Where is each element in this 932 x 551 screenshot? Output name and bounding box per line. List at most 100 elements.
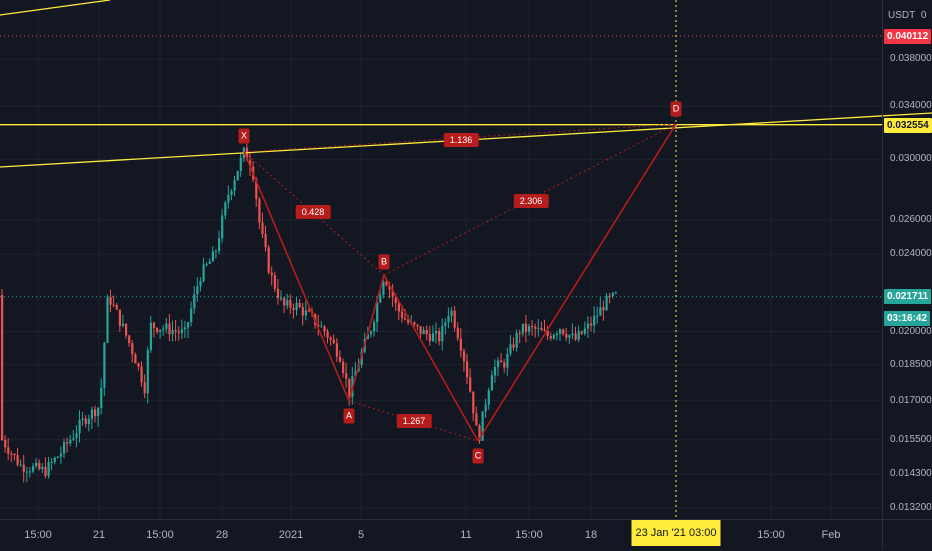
ratio-xd: 1.136 bbox=[443, 133, 479, 147]
candle-body bbox=[512, 344, 515, 348]
price-tick-label: 0.013200 bbox=[890, 502, 932, 513]
candle-body bbox=[469, 377, 472, 392]
candle-body bbox=[208, 261, 211, 264]
candle-body bbox=[90, 409, 94, 419]
candle-body bbox=[435, 330, 438, 334]
candle-body bbox=[348, 378, 351, 397]
candle-body bbox=[487, 390, 490, 405]
pattern-point-b[interactable]: B bbox=[378, 254, 390, 270]
price-tick-label: 0.014300 bbox=[890, 468, 932, 479]
candle-body bbox=[376, 302, 379, 322]
candle-body bbox=[382, 281, 385, 295]
candle-body bbox=[521, 323, 524, 334]
candle-body bbox=[524, 323, 528, 332]
candle-body bbox=[444, 322, 447, 326]
candle-body bbox=[276, 288, 280, 299]
candle-body bbox=[515, 332, 518, 348]
candle-body bbox=[590, 323, 593, 326]
candle-body bbox=[16, 455, 19, 465]
candle-body bbox=[205, 263, 208, 265]
price-tick-label: 0.017000 bbox=[890, 394, 932, 406]
candle-body bbox=[289, 300, 292, 308]
candle-body bbox=[338, 356, 342, 362]
candle-body bbox=[555, 333, 559, 335]
candle-body bbox=[428, 334, 431, 342]
pattern-point-a[interactable]: A bbox=[343, 408, 355, 424]
candle-body bbox=[431, 333, 435, 342]
candle-body bbox=[441, 325, 444, 342]
candle-body bbox=[320, 326, 323, 328]
candle-body bbox=[552, 334, 555, 339]
candle-body bbox=[7, 447, 10, 454]
candle-body bbox=[518, 332, 521, 334]
candle-body bbox=[22, 464, 25, 472]
candle-body bbox=[264, 234, 267, 248]
candle-body bbox=[50, 462, 53, 464]
candle-body bbox=[125, 323, 128, 336]
candle-body bbox=[187, 322, 190, 328]
diag-xb bbox=[243, 151, 385, 276]
currency-label[interactable]: USDT 0 bbox=[888, 10, 926, 21]
candle-body bbox=[100, 387, 103, 408]
candle-body bbox=[586, 323, 590, 329]
candle-body bbox=[602, 307, 605, 311]
candle-body bbox=[69, 439, 72, 444]
candle-body bbox=[490, 375, 493, 391]
ratio-ac: 1.267 bbox=[396, 414, 432, 428]
candle-body bbox=[211, 251, 214, 262]
candle-body bbox=[255, 179, 258, 200]
candle-body bbox=[174, 330, 177, 332]
candle-body bbox=[221, 215, 224, 239]
candle-body bbox=[140, 366, 143, 383]
candle-body bbox=[128, 335, 131, 344]
candle-body bbox=[72, 437, 75, 440]
candle-body bbox=[1, 294, 4, 440]
price-axis[interactable] bbox=[882, 0, 932, 550]
candle-body bbox=[286, 300, 289, 306]
candle-body bbox=[146, 350, 149, 394]
candle-body bbox=[528, 326, 531, 332]
candle-body bbox=[134, 354, 137, 364]
candle-body bbox=[571, 333, 574, 336]
candle-body bbox=[19, 464, 22, 466]
candle-body bbox=[41, 466, 44, 470]
candle-body bbox=[562, 329, 565, 335]
candle-body bbox=[596, 315, 599, 317]
candle-body bbox=[475, 413, 478, 426]
candle-body bbox=[456, 327, 459, 339]
candle-body bbox=[25, 471, 28, 473]
candle-body bbox=[121, 323, 125, 326]
candle-body bbox=[332, 339, 335, 344]
price-tick-label: 0.015500 bbox=[890, 433, 932, 445]
time-axis[interactable] bbox=[0, 519, 932, 551]
candle-body bbox=[53, 457, 56, 463]
candle-body bbox=[583, 328, 586, 334]
candle-body bbox=[413, 322, 416, 325]
candle-body bbox=[59, 453, 63, 457]
candle-body bbox=[292, 307, 295, 310]
candle-body bbox=[44, 466, 47, 476]
candle-body bbox=[273, 275, 276, 289]
pattern-point-d[interactable]: D bbox=[670, 101, 682, 117]
pattern-point-x[interactable]: X bbox=[238, 128, 250, 144]
candle-body bbox=[196, 286, 199, 295]
candle-body bbox=[438, 330, 441, 342]
candle-body bbox=[131, 343, 134, 355]
candle-body bbox=[112, 304, 115, 306]
ratio-bd: 2.306 bbox=[513, 194, 549, 208]
candle-body bbox=[143, 382, 146, 394]
alert-price-tag: 0.040112 bbox=[884, 29, 932, 44]
candle-body bbox=[94, 409, 97, 417]
candle-body bbox=[28, 471, 32, 473]
candle-body bbox=[335, 343, 338, 357]
candle-body bbox=[466, 361, 469, 378]
candle-body bbox=[342, 361, 345, 374]
trendline-top bbox=[0, 0, 111, 16]
candle-body bbox=[481, 411, 484, 441]
candle-body bbox=[183, 327, 187, 330]
price-tick-label: 0.020000 bbox=[890, 325, 932, 337]
candle-body bbox=[608, 295, 611, 297]
scale-mode: 0 bbox=[920, 10, 927, 21]
pattern-point-c[interactable]: C bbox=[472, 448, 484, 464]
